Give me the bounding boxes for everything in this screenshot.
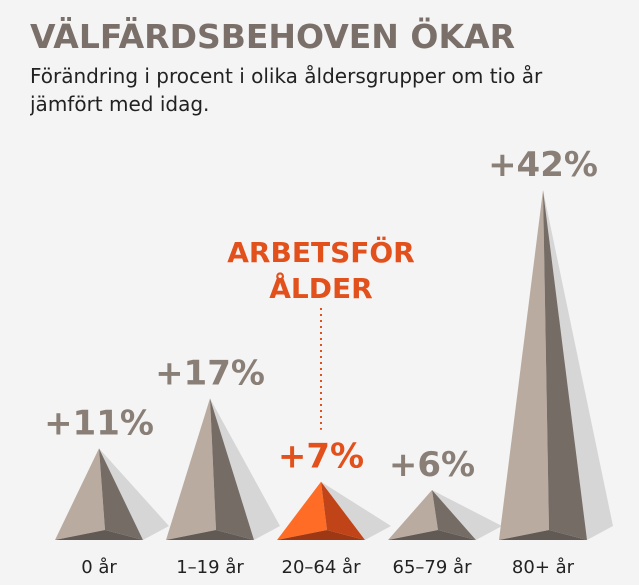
value-label: +7%	[278, 437, 364, 477]
pyramid	[499, 190, 613, 540]
pyramid-right-face	[99, 448, 143, 540]
pyramid-shadow	[210, 398, 280, 540]
pyramid-right-face	[210, 398, 254, 540]
x-tick-label: 20–64 år	[282, 557, 362, 578]
value-label: +11%	[44, 403, 154, 443]
pyramid-base	[55, 530, 143, 540]
pyramid	[277, 481, 391, 540]
annotation: ÅLDER	[269, 271, 372, 305]
x-tick-label: 0 år	[81, 557, 117, 578]
pyramid	[388, 490, 502, 540]
value-label: +17%	[155, 353, 265, 393]
pyramid-shadow	[432, 490, 502, 540]
pyramid-base	[166, 530, 254, 540]
pyramid-left-face	[55, 448, 105, 540]
pyramid-left-face	[277, 481, 327, 540]
x-tick-label: 80+ år	[512, 557, 575, 578]
pyramid-base	[499, 530, 587, 540]
value-label: +42%	[488, 145, 598, 185]
x-tick-label: 65–79 år	[393, 557, 473, 578]
pyramid-right-face	[321, 481, 365, 540]
pyramid-shadow	[543, 190, 613, 540]
pyramid	[166, 398, 280, 540]
pyramid	[55, 448, 169, 540]
x-tick-label: 1–19 år	[176, 557, 244, 578]
pyramid-right-face	[432, 490, 476, 540]
chart-subtitle: Förändring i procent i olika åldersgrupp…	[30, 64, 543, 116]
pyramid-left-face	[388, 490, 438, 540]
chart-title: VÄLFÄRDSBEHOVEN ÖKAR	[30, 16, 515, 56]
annotation: ARBETSFÖR	[227, 235, 414, 269]
pyramid-right-face	[543, 190, 587, 540]
pyramid-shadow	[99, 448, 169, 540]
pyramid-left-face	[166, 398, 216, 540]
pyramid-left-face	[499, 190, 549, 540]
pyramid-shadow	[321, 481, 391, 540]
pyramid-base	[277, 530, 365, 540]
value-label: +6%	[389, 445, 475, 485]
subtitle-box: Förändring i procent i olika åldersgrupp…	[30, 64, 543, 116]
pyramid-base	[388, 530, 476, 540]
